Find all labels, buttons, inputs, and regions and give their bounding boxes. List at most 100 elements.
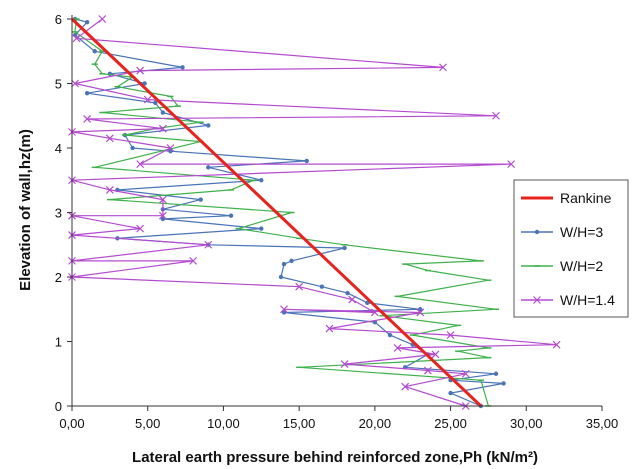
data-point-w-h-1-4 xyxy=(439,63,447,72)
legend-label: W/H=2 xyxy=(560,258,603,274)
data-point-w-h-3 xyxy=(168,149,173,154)
legend-marker xyxy=(534,229,540,235)
x-tick-label: 30,00 xyxy=(510,416,543,431)
data-point-w-h-1-4 xyxy=(280,305,288,314)
data-point-w-h-1-4 xyxy=(136,160,145,169)
plot-area xyxy=(68,15,561,410)
data-point-w-h-1-4 xyxy=(98,15,107,23)
data-point-w-h-3 xyxy=(206,165,211,170)
legend-marker xyxy=(533,296,541,304)
data-point-w-h-3 xyxy=(130,145,135,151)
data-point-w-h-1-4 xyxy=(431,350,440,359)
x-tick-label: 10,00 xyxy=(207,416,240,431)
data-point-w-h-3 xyxy=(365,300,370,305)
data-point-w-h-1-4 xyxy=(423,366,432,375)
data-point-w-h-1-4 xyxy=(492,111,500,120)
data-point-w-h-3 xyxy=(501,381,506,386)
data-point-w-h-1-4 xyxy=(370,308,379,317)
data-point-w-h-3 xyxy=(84,90,90,96)
data-point-w-h-3 xyxy=(153,100,158,106)
series-w-h-1-4 xyxy=(68,15,561,410)
data-point-w-h-3 xyxy=(418,307,423,312)
data-point-w-h-3 xyxy=(289,258,294,264)
y-tick-label: 6 xyxy=(55,12,62,27)
data-point-w-h-3 xyxy=(228,213,234,218)
x-tick-label: 0,00 xyxy=(59,416,84,431)
tick-labels: 0,00 5,00 10,00 15,00 20,00 25,00 30,00 35,00 0 1… xyxy=(55,12,619,431)
data-point-w-h-1-4 xyxy=(72,34,81,43)
y-axis-label: Elevation of wall,hz(m) xyxy=(17,129,34,291)
data-point-w-h-1-4 xyxy=(461,369,470,378)
data-point-w-h-1-4 xyxy=(105,134,114,143)
data-point-w-h-1-4 xyxy=(143,95,152,104)
data-point-w-h-3 xyxy=(160,110,166,115)
series-line-w-h-1-4 xyxy=(71,18,558,407)
x-axis-label: Lateral earth pressure behind reinforced… xyxy=(132,449,538,466)
data-point-w-h-1-4 xyxy=(158,211,167,220)
y-tick-label: 2 xyxy=(55,270,62,285)
data-point-w-h-1-4 xyxy=(166,144,175,152)
data-point-w-h-1-4 xyxy=(204,240,213,249)
data-point-w-h-1-4 xyxy=(158,195,167,204)
data-point-w-h-1-4 xyxy=(83,115,92,123)
legend-item-w-h-2: W/H=2 xyxy=(521,258,603,274)
data-point-w-h-3 xyxy=(448,390,453,396)
legend-box xyxy=(513,179,629,318)
data-point-w-h-1-4 xyxy=(552,340,561,349)
data-point-w-h-3 xyxy=(342,245,347,251)
data-point-w-h-1-4 xyxy=(105,186,114,194)
data-point-w-h-3 xyxy=(92,49,97,54)
x-tick-label: 20,00 xyxy=(359,416,392,431)
data-point-w-h-3 xyxy=(259,226,264,231)
data-point-w-h-3 xyxy=(160,216,166,222)
y-tick-label: 3 xyxy=(55,206,62,221)
data-point-w-h-3 xyxy=(180,65,185,70)
series-line-w-h-3 xyxy=(74,18,505,407)
y-tick-label: 1 xyxy=(55,335,62,350)
data-point-w-h-3 xyxy=(493,371,499,376)
y-tick-label: 4 xyxy=(55,141,62,156)
data-point-w-h-1-4 xyxy=(136,66,145,75)
series-line-w-h-2 xyxy=(74,18,497,407)
x-tick-label: 5,00 xyxy=(135,416,160,431)
data-point-w-h-1-4 xyxy=(158,124,167,133)
legend-item-w-h-1-4: W/H=1.4 xyxy=(521,292,615,308)
data-point-w-h-1-4 xyxy=(507,160,516,169)
data-point-w-h-1-4 xyxy=(325,324,334,333)
legend-label: W/H=3 xyxy=(560,224,603,240)
data-point-w-h-3 xyxy=(198,197,203,202)
legend-item-w-h-3: W/H=3 xyxy=(521,224,603,240)
data-point-w-h-1-4 xyxy=(295,282,304,291)
axes xyxy=(67,15,603,411)
data-point-w-h-3 xyxy=(345,290,350,296)
series-rankine xyxy=(70,17,482,408)
data-point-w-h-1-4 xyxy=(401,382,410,391)
data-point-w-h-1-4 xyxy=(446,331,455,339)
data-point-w-h-3 xyxy=(142,81,147,86)
y-tick-label: 0 xyxy=(55,399,62,414)
x-tick-label: 25,00 xyxy=(434,416,467,431)
data-point-w-h-3 xyxy=(206,123,211,128)
legend-label: W/H=1.4 xyxy=(560,292,615,308)
legend-label: Rankine xyxy=(560,190,612,206)
x-tick-label: 15,00 xyxy=(283,416,316,431)
data-point-w-h-1-4 xyxy=(136,224,145,233)
data-point-w-h-1-4 xyxy=(393,344,402,352)
data-point-w-h-3 xyxy=(259,178,264,183)
data-point-w-h-1-4 xyxy=(71,79,79,88)
series-line-rankine xyxy=(70,17,482,408)
y-tick-label: 5 xyxy=(55,77,62,92)
legend-item-rankine: Rankine xyxy=(521,190,612,206)
data-point-w-h-3 xyxy=(278,274,284,280)
data-point-w-h-3 xyxy=(304,158,309,164)
data-point-w-h-1-4 xyxy=(189,256,198,265)
series-w-h-2 xyxy=(72,18,499,407)
data-point-w-h-3 xyxy=(84,20,90,25)
data-point-w-h-3 xyxy=(387,332,393,338)
data-point-w-h-1-4 xyxy=(348,295,357,304)
data-point-w-h-3 xyxy=(319,284,325,289)
data-point-w-h-1-4 xyxy=(416,308,425,317)
data-point-w-h-3 xyxy=(281,310,287,315)
series-w-h-3 xyxy=(72,16,506,409)
